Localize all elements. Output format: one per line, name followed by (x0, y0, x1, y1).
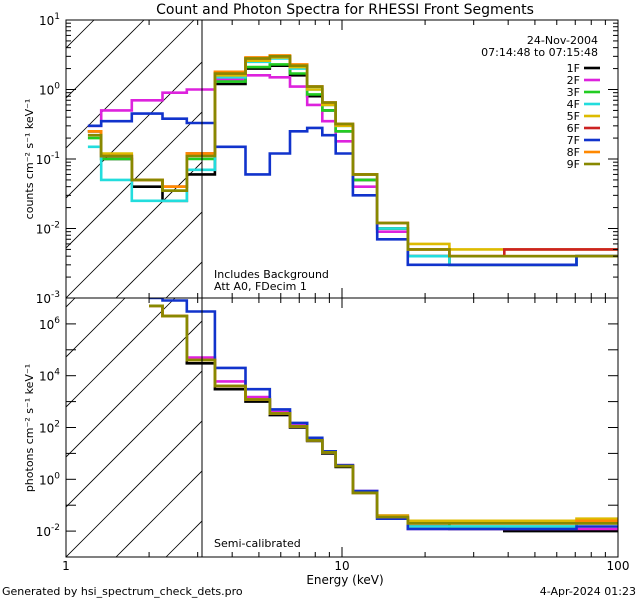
time-range-label: 07:14:48 to 07:15:48 (481, 46, 598, 59)
legend-label: 9F (567, 158, 580, 171)
hatch-line (66, 161, 202, 298)
hatch-line (66, 20, 195, 149)
x-tick-label: 10 (334, 559, 349, 573)
y-tick-label: 100 (39, 82, 60, 98)
series-9f-photons (149, 304, 618, 525)
y-tick-label: 10-2 (36, 221, 60, 237)
generated-by: Generated by hsi_spectrum_check_dets.pro (2, 585, 243, 598)
y-tick-label: 102 (39, 420, 60, 436)
bottom-ylabel: photons cm⁻² s⁻¹ keV⁻¹ (23, 364, 36, 492)
top-ylabel: counts cm⁻² s⁻¹ keV⁻¹ (23, 99, 36, 220)
y-tick-label: 106 (39, 316, 60, 332)
legend-label: 8F (567, 146, 580, 159)
timestamp: 4-Apr-2024 01:23 (540, 585, 636, 598)
attenuator-note: Att A0, FDecim 1 (214, 280, 307, 293)
y-tick-label: 10-2 (36, 523, 60, 539)
legend-label: 7F (567, 134, 580, 147)
hatch-line (66, 298, 176, 408)
y-tick-label: 10-3 (36, 290, 60, 306)
y-tick-label: 100 (39, 471, 60, 487)
series-7f-counts (87, 112, 618, 267)
x-tick-label: 100 (607, 559, 630, 573)
series-9f-counts (87, 55, 618, 258)
hatch-line (66, 111, 202, 249)
legend-label: 3F (567, 86, 580, 99)
hatch-line (115, 211, 202, 298)
hatch-line (66, 320, 202, 458)
hatch-line (115, 470, 202, 557)
x-axis-label: Energy (keV) (306, 573, 383, 587)
legend-label: 5F (567, 110, 580, 123)
hatch-line (66, 370, 202, 508)
legend-label: 1F (567, 62, 580, 75)
date-label: 24-Nov-2004 (527, 34, 598, 47)
series-7f-photons (149, 298, 618, 531)
y-tick-label: 101 (39, 12, 60, 28)
x-tick-label: 1 (62, 559, 70, 573)
semi-calibrated-note: Semi-calibrated (214, 537, 301, 550)
hatch-line (66, 420, 202, 557)
legend-label: 6F (567, 122, 580, 135)
hatch-line (66, 298, 126, 358)
y-tick-label: 10-1 (36, 151, 60, 167)
hatch-region-bottom (66, 298, 202, 557)
chart-title: Count and Photon Spectra for RHESSI Fron… (156, 2, 534, 18)
background-note: Includes Background (214, 268, 329, 281)
series-group-bottom (149, 298, 618, 533)
legend-label: 2F (567, 74, 580, 87)
legend-label: 4F (567, 98, 580, 111)
hatch-line (66, 20, 145, 99)
y-tick-label: 104 (39, 368, 60, 384)
series-group-top (87, 54, 618, 267)
